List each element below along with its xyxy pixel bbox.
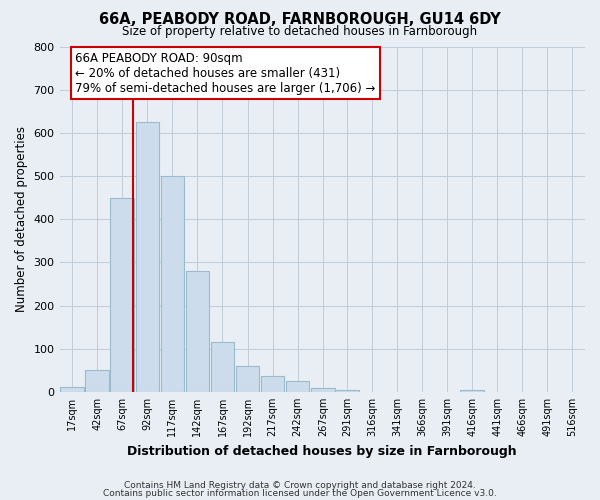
Bar bbox=[185, 271, 209, 392]
Bar bbox=[286, 381, 310, 392]
Bar bbox=[460, 390, 484, 392]
Bar bbox=[136, 122, 159, 392]
Bar bbox=[161, 176, 184, 392]
Text: Size of property relative to detached houses in Farnborough: Size of property relative to detached ho… bbox=[122, 25, 478, 38]
Text: Contains HM Land Registry data © Crown copyright and database right 2024.: Contains HM Land Registry data © Crown c… bbox=[124, 481, 476, 490]
Bar bbox=[85, 370, 109, 392]
Bar bbox=[335, 390, 359, 392]
Bar bbox=[236, 366, 259, 392]
Text: 66A PEABODY ROAD: 90sqm
← 20% of detached houses are smaller (431)
79% of semi-d: 66A PEABODY ROAD: 90sqm ← 20% of detache… bbox=[76, 52, 376, 94]
Bar bbox=[211, 342, 234, 392]
Text: 66A, PEABODY ROAD, FARNBOROUGH, GU14 6DY: 66A, PEABODY ROAD, FARNBOROUGH, GU14 6DY bbox=[99, 12, 501, 28]
X-axis label: Distribution of detached houses by size in Farnborough: Distribution of detached houses by size … bbox=[127, 444, 517, 458]
Bar bbox=[60, 386, 84, 392]
Bar bbox=[261, 376, 284, 392]
Bar bbox=[311, 388, 335, 392]
Y-axis label: Number of detached properties: Number of detached properties bbox=[15, 126, 28, 312]
Bar bbox=[110, 198, 134, 392]
Text: Contains public sector information licensed under the Open Government Licence v3: Contains public sector information licen… bbox=[103, 488, 497, 498]
